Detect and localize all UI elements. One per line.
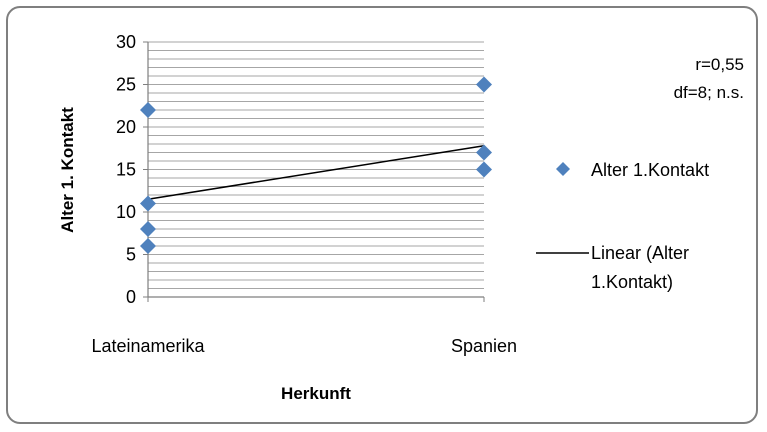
- y-tick-label: 0: [126, 287, 136, 307]
- grid-lines: [148, 41, 484, 298]
- data-point: [140, 238, 156, 254]
- legend-label-trend-line1: Linear (Alter: [591, 243, 689, 263]
- annotation-r: r=0,55: [695, 55, 744, 74]
- legend-label-trend-line2: 1.Kontakt): [591, 272, 673, 292]
- legend-diamond-marker: [556, 162, 570, 176]
- y-tick-label: 5: [126, 245, 136, 265]
- y-tick-label: 20: [116, 117, 136, 137]
- legend-label-points: Alter 1.Kontakt: [591, 160, 709, 180]
- data-point: [140, 195, 156, 212]
- y-axis-title: Alter 1. Kontakt: [58, 107, 77, 233]
- data-point: [476, 144, 492, 161]
- x-tick-labels: Lateinamerika Spanien: [91, 336, 517, 356]
- x-axis-title: Herkunft: [281, 384, 351, 403]
- x-tick-label: Spanien: [451, 336, 517, 356]
- data-point: [140, 102, 156, 118]
- data-point: [476, 76, 492, 93]
- axes: [143, 41, 485, 302]
- trendline: [147, 144, 485, 200]
- y-tick-label: 15: [116, 160, 136, 180]
- y-tick-label: 25: [116, 75, 136, 95]
- data-point: [140, 221, 156, 237]
- y-tick-labels: 0 5 10 15 20 25 30: [116, 32, 136, 307]
- x-tick-label: Lateinamerika: [91, 336, 205, 356]
- data-points: [140, 76, 492, 254]
- trendline-segment: [147, 144, 485, 200]
- data-point: [476, 161, 492, 178]
- annotation-df: df=8; n.s.: [674, 83, 744, 102]
- legend: Alter 1.Kontakt Linear (Alter 1.Kontakt): [536, 160, 709, 292]
- y-tick-label: 30: [116, 32, 136, 52]
- y-tick-label: 10: [116, 202, 136, 222]
